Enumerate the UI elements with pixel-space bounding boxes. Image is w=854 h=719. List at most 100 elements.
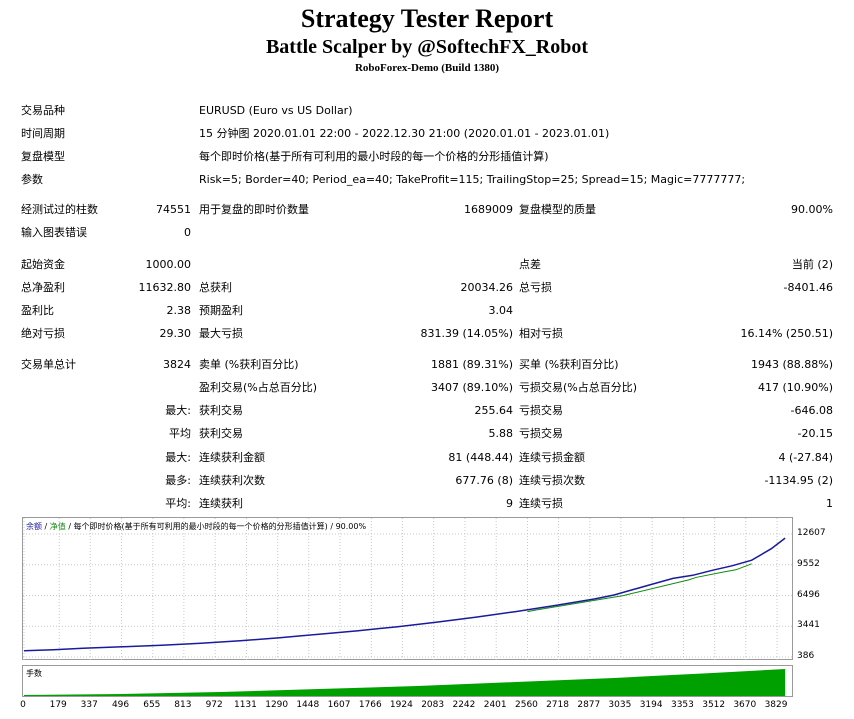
params-label: 参数 xyxy=(21,173,43,186)
short-trades-value: 1881 (89.31%) xyxy=(430,358,513,371)
x-tick-label: 1924 xyxy=(389,700,413,710)
largest-loss-value: -646.08 xyxy=(790,404,833,417)
bars-label: 经测试过的柱数 xyxy=(21,203,98,216)
errors-value: 0 xyxy=(184,226,191,239)
max-drawdown-value: 831.39 (14.05%) xyxy=(420,327,513,340)
x-tick-label: 2560 xyxy=(515,700,538,710)
deposit-value: 1000.00 xyxy=(145,258,192,271)
y-tick-label: 12607 xyxy=(797,528,826,538)
x-tick-label: 1131 xyxy=(233,700,257,710)
x-tick-label: 0 xyxy=(20,700,26,710)
errors-label: 输入图表错误 xyxy=(21,226,87,239)
report-title: Strategy Tester Report xyxy=(300,4,554,33)
volume-chart: 手数 xyxy=(22,665,793,697)
expected-payoff-label: 预期盈利 xyxy=(199,304,243,317)
gross-loss-label: 总亏损 xyxy=(519,281,552,294)
abs-drawdown-label: 绝对亏损 xyxy=(21,327,65,340)
spread-value: 当前 (2) xyxy=(791,258,833,271)
x-tick-label: 1766 xyxy=(358,700,382,710)
ticks-value: 1689009 xyxy=(464,203,513,216)
legend-description: / 每个即时价格(基于所有可利用的最小时段的每一个价格的分形插值计算) / 90… xyxy=(65,522,367,531)
avg-cons-losses-value: 1 xyxy=(826,497,833,510)
y-tick-label: 386 xyxy=(797,651,815,661)
maximal-cons-profit-label: 连续获利次数 xyxy=(199,474,265,487)
loss-trades-value: 417 (10.90%) xyxy=(757,381,833,394)
model-label: 复盘模型 xyxy=(21,150,65,163)
x-tick-label: 3829 xyxy=(764,700,788,710)
max-drawdown-label: 最大亏损 xyxy=(199,327,243,340)
legend-separator: / xyxy=(42,522,50,531)
maximal-cons-profit-value: 677.76 (8) xyxy=(455,474,513,487)
period-value: 15 分钟图 2020.01.01 22:00 - 2022.12.30 21:… xyxy=(199,127,610,140)
average-prefix: 平均 xyxy=(169,427,191,440)
balance-chart-plot xyxy=(23,518,794,661)
x-tick-label: 655 xyxy=(143,700,161,710)
period-label: 时间周期 xyxy=(21,127,65,140)
balance-chart: 余额 / 净值 / 每个即时价格(基于所有可利用的最小时段的每一个价格的分形插值… xyxy=(22,517,794,661)
max-prefix: 最大: xyxy=(165,451,191,464)
report-server: RoboForex-Demo (Build 1380) xyxy=(354,62,499,74)
y-tick-label: 6496 xyxy=(797,589,820,600)
x-tick-label: 2083 xyxy=(421,700,445,710)
volume-label: 手数 xyxy=(26,669,42,678)
symbol-label: 交易品种 xyxy=(21,104,65,117)
rel-drawdown-label: 相对亏损 xyxy=(519,327,563,340)
x-tick-label: 813 xyxy=(174,700,192,710)
ticks-label: 用于复盘的即时价数量 xyxy=(199,203,309,216)
x-tick-label: 337 xyxy=(80,700,98,710)
x-tick-label: 2242 xyxy=(452,700,476,710)
equity-line xyxy=(527,563,752,613)
profit-trades-label: 盈利交易(%占总百分比) xyxy=(199,381,318,394)
avg-cons-wins-value: 9 xyxy=(506,497,513,510)
quality-value: 90.00% xyxy=(791,203,833,216)
legend-balance: 余额 xyxy=(26,522,42,531)
avg-cons-prefix: 平均: xyxy=(165,497,191,510)
loss-trades-label: 亏损交易(%占总百分比) xyxy=(519,381,638,394)
largest-prefix: 最大: xyxy=(165,404,191,417)
avg-profit-value: 5.88 xyxy=(488,427,514,440)
x-tick-label: 1607 xyxy=(327,700,351,710)
symbol-value: EURUSD (Euro vs US Dollar) xyxy=(199,104,353,117)
max-cons-wins-label: 连续获利金额 xyxy=(199,451,265,464)
profit-factor-label: 盈利比 xyxy=(21,304,54,317)
maximal-cons-loss-label: 连续亏损次数 xyxy=(519,474,585,487)
x-tick-label: 179 xyxy=(49,700,67,710)
y-tick-label: 9552 xyxy=(797,558,820,569)
legend-equity: 净值 xyxy=(49,522,66,531)
maximal-prefix: 最多: xyxy=(165,474,191,487)
profit-factor-value: 2.38 xyxy=(166,304,192,317)
model-value: 每个即时价格(基于所有可利用的最小时段的每一个价格的分形插值计算) xyxy=(199,150,549,163)
params-value: Risk=5; Border=40; Period_ea=40; TakePro… xyxy=(199,173,746,186)
max-cons-losses-value: 4 (-27.84) xyxy=(778,451,833,464)
short-trades-label: 卖单 (%获利百分比) xyxy=(199,358,299,371)
total-trades-label: 交易单总计 xyxy=(21,358,76,371)
report-subtitle: Battle Scalper by @SoftechFX_Robot xyxy=(265,36,589,58)
x-tick-label: 2877 xyxy=(577,700,601,710)
chart-legend: 余额 / 净值 / 每个即时价格(基于所有可利用的最小时段的每一个价格的分形插值… xyxy=(26,521,366,532)
x-tick-label: 3512 xyxy=(702,700,726,710)
max-cons-losses-label: 连续亏损金额 xyxy=(519,451,585,464)
avg-loss-label: 亏损交易 xyxy=(519,427,563,440)
long-trades-value: 1943 (88.88%) xyxy=(750,358,833,371)
x-tick-label: 2718 xyxy=(546,700,569,710)
largest-profit-label: 获利交易 xyxy=(199,404,243,417)
avg-cons-wins-label: 连续获利 xyxy=(199,497,243,510)
avg-profit-label: 获利交易 xyxy=(199,427,243,440)
profit-trades-value: 3407 (89.10%) xyxy=(430,381,513,394)
x-tick-label: 1448 xyxy=(296,700,320,710)
spread-label: 点差 xyxy=(519,258,541,271)
net-profit-value: 11632.80 xyxy=(138,281,192,294)
largest-loss-label: 亏损交易 xyxy=(519,404,563,417)
largest-profit-value: 255.64 xyxy=(474,404,514,417)
total-trades-value: 3824 xyxy=(163,358,191,371)
x-tick-label: 3194 xyxy=(639,700,663,710)
gross-profit-value: 20034.26 xyxy=(460,281,514,294)
max-cons-wins-value: 81 (448.44) xyxy=(448,451,513,464)
rel-drawdown-value: 16.14% (250.51) xyxy=(740,327,833,340)
balance-line xyxy=(23,537,786,652)
bars-value: 74551 xyxy=(156,203,191,216)
gross-profit-label: 总获利 xyxy=(199,281,232,294)
x-tick-label: 3035 xyxy=(608,700,632,710)
gross-loss-value: -8401.46 xyxy=(783,281,833,294)
net-profit-label: 总净盈利 xyxy=(21,281,65,294)
